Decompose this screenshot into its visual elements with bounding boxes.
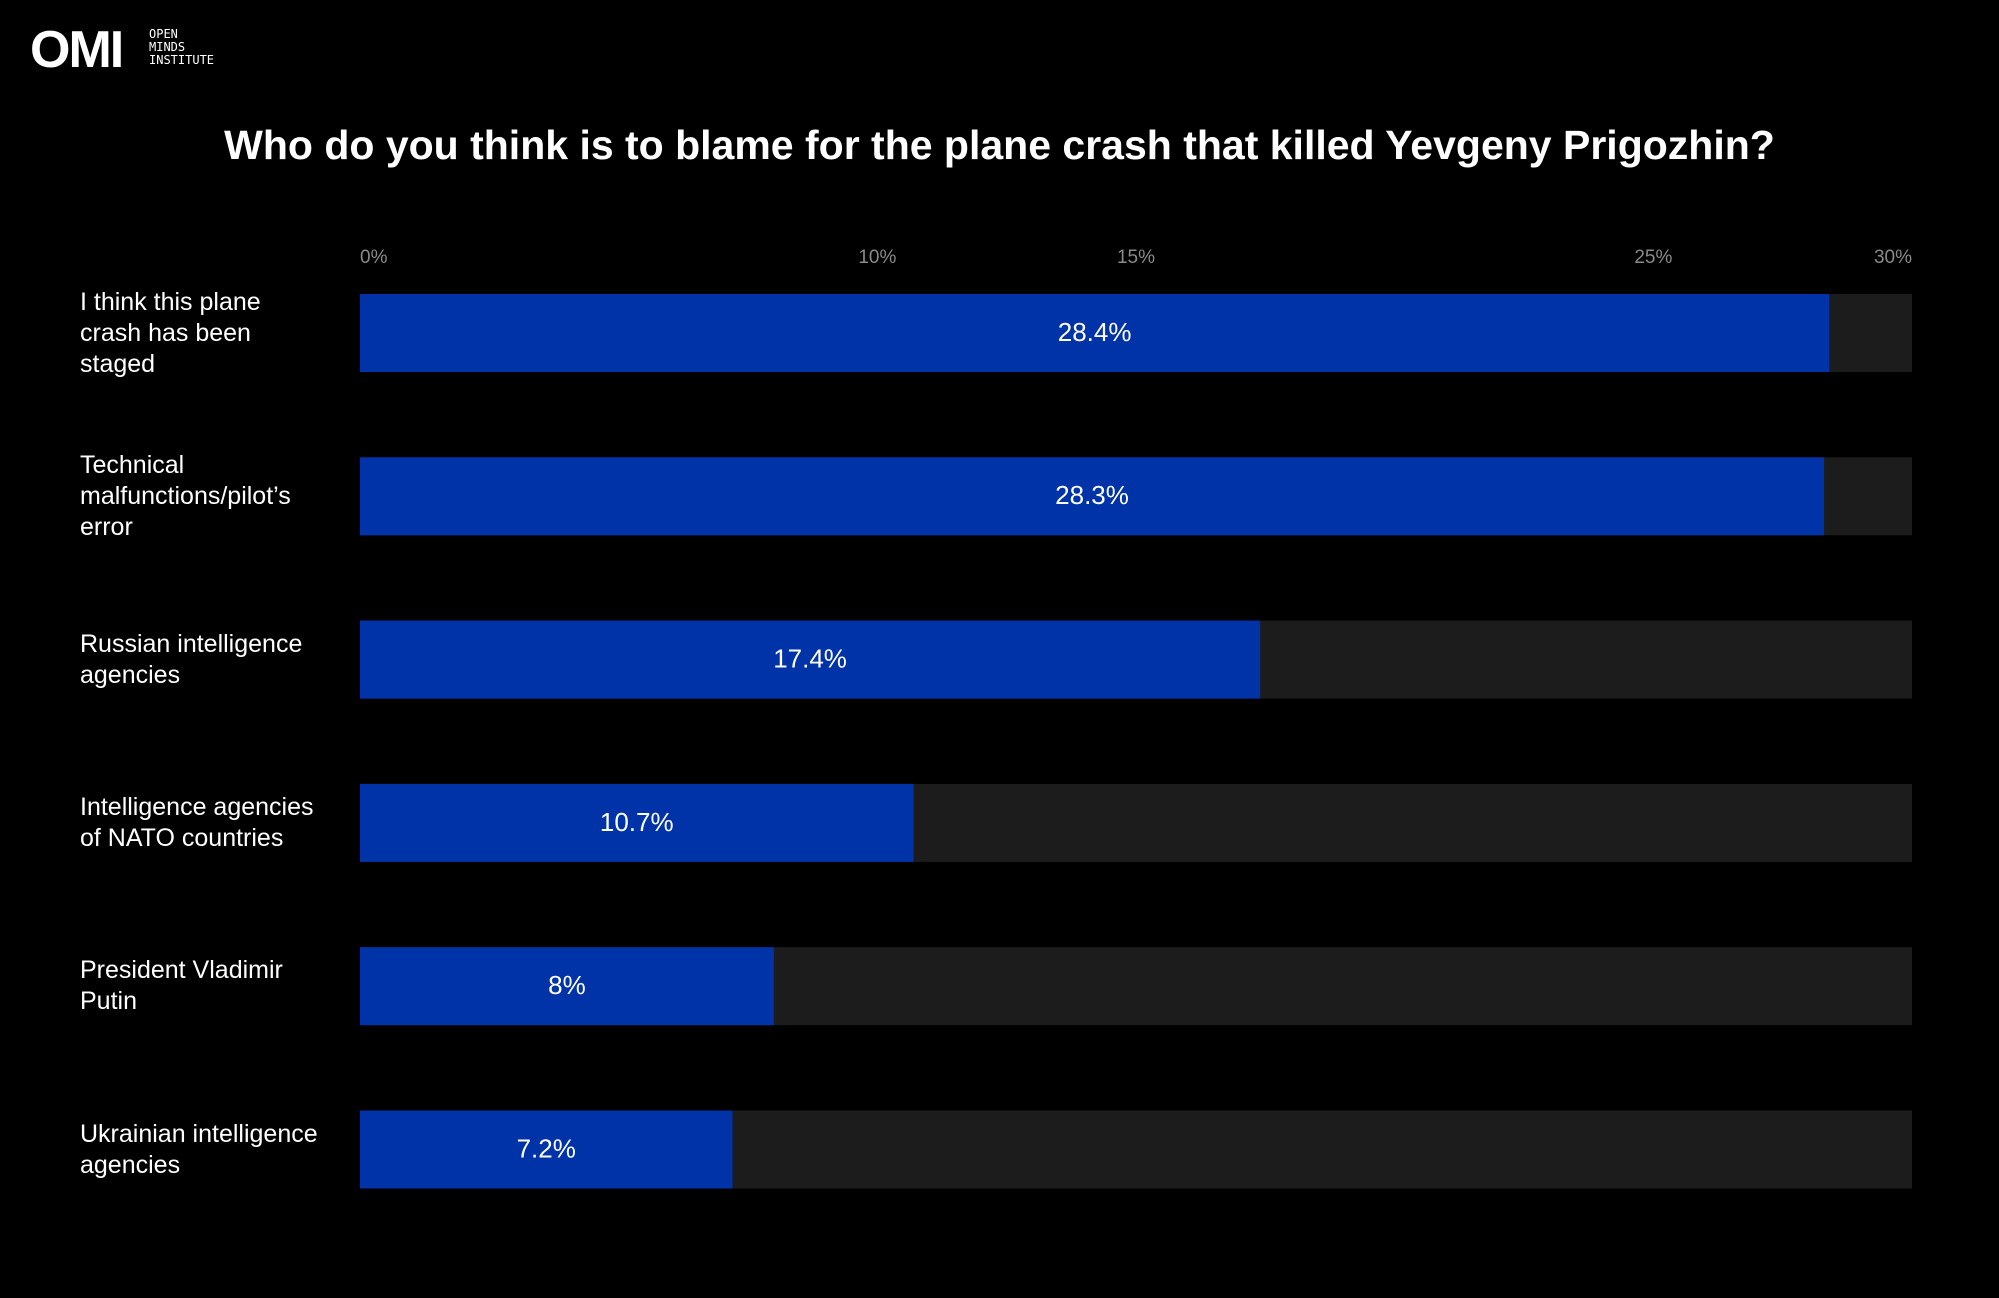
logo-line: INSTITUTE [149, 53, 215, 67]
logo-line: OPEN [149, 27, 178, 41]
category-label: Russian intelligence agencies [80, 629, 303, 689]
bar [360, 294, 1830, 372]
logo-line: MINDS [149, 40, 186, 54]
category-label: Intelligence agencies of NATO countries [80, 792, 314, 852]
category-label: Technical malfunctions/pilot’s error [80, 450, 291, 541]
chart-title: Who do you think is to blame for the pla… [224, 122, 1775, 168]
value-label: 7.2% [517, 1133, 576, 1163]
logo-text: OPEN MINDS INSTITUTE [149, 28, 214, 67]
x-tick-label: 0% [360, 247, 388, 268]
category-label: Ukrainian intelligence agencies [80, 1119, 318, 1179]
bar [360, 620, 1261, 699]
bar [360, 783, 914, 862]
bar [360, 947, 774, 1026]
value-label: 28.3% [1055, 480, 1129, 510]
value-label: 28.4% [1058, 317, 1132, 347]
x-tick-label: 10% [858, 247, 896, 268]
category-label: I think this plane crash has been staged [80, 287, 261, 378]
value-label: 17.4% [773, 643, 847, 673]
value-label: 10.7% [600, 807, 674, 837]
category-label: President Vladimir Putin [80, 956, 283, 1016]
value-label: 8% [548, 970, 586, 1000]
bar [360, 1110, 733, 1189]
x-tick-label: 15% [1117, 247, 1155, 268]
x-tick-label: 30% [1874, 247, 1912, 268]
logo-mark: OMI [30, 21, 124, 79]
bar [360, 457, 1825, 536]
x-tick-label: 25% [1634, 247, 1672, 268]
